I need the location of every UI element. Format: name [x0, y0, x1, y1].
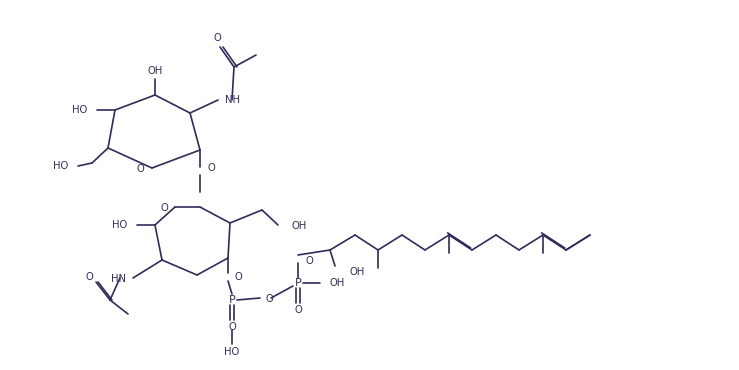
Text: HN: HN — [111, 274, 126, 284]
Text: O: O — [228, 322, 236, 332]
Text: HO: HO — [112, 220, 127, 230]
Text: P: P — [295, 278, 302, 288]
Text: NH: NH — [225, 95, 240, 105]
Text: OH: OH — [350, 267, 365, 277]
Text: O: O — [305, 256, 313, 266]
Text: HO: HO — [225, 347, 239, 357]
Text: HO: HO — [52, 161, 68, 171]
Text: O: O — [266, 294, 273, 304]
Text: O: O — [294, 305, 302, 315]
Text: O: O — [85, 272, 93, 282]
Text: O: O — [136, 164, 144, 174]
Text: HO: HO — [72, 105, 87, 115]
Text: O: O — [207, 163, 215, 173]
Text: OH: OH — [147, 66, 163, 76]
Text: OH: OH — [330, 278, 345, 288]
Text: O: O — [160, 203, 168, 213]
Text: P: P — [228, 295, 236, 305]
Text: O: O — [213, 33, 221, 43]
Text: O: O — [234, 272, 242, 282]
Text: OH: OH — [292, 221, 307, 231]
